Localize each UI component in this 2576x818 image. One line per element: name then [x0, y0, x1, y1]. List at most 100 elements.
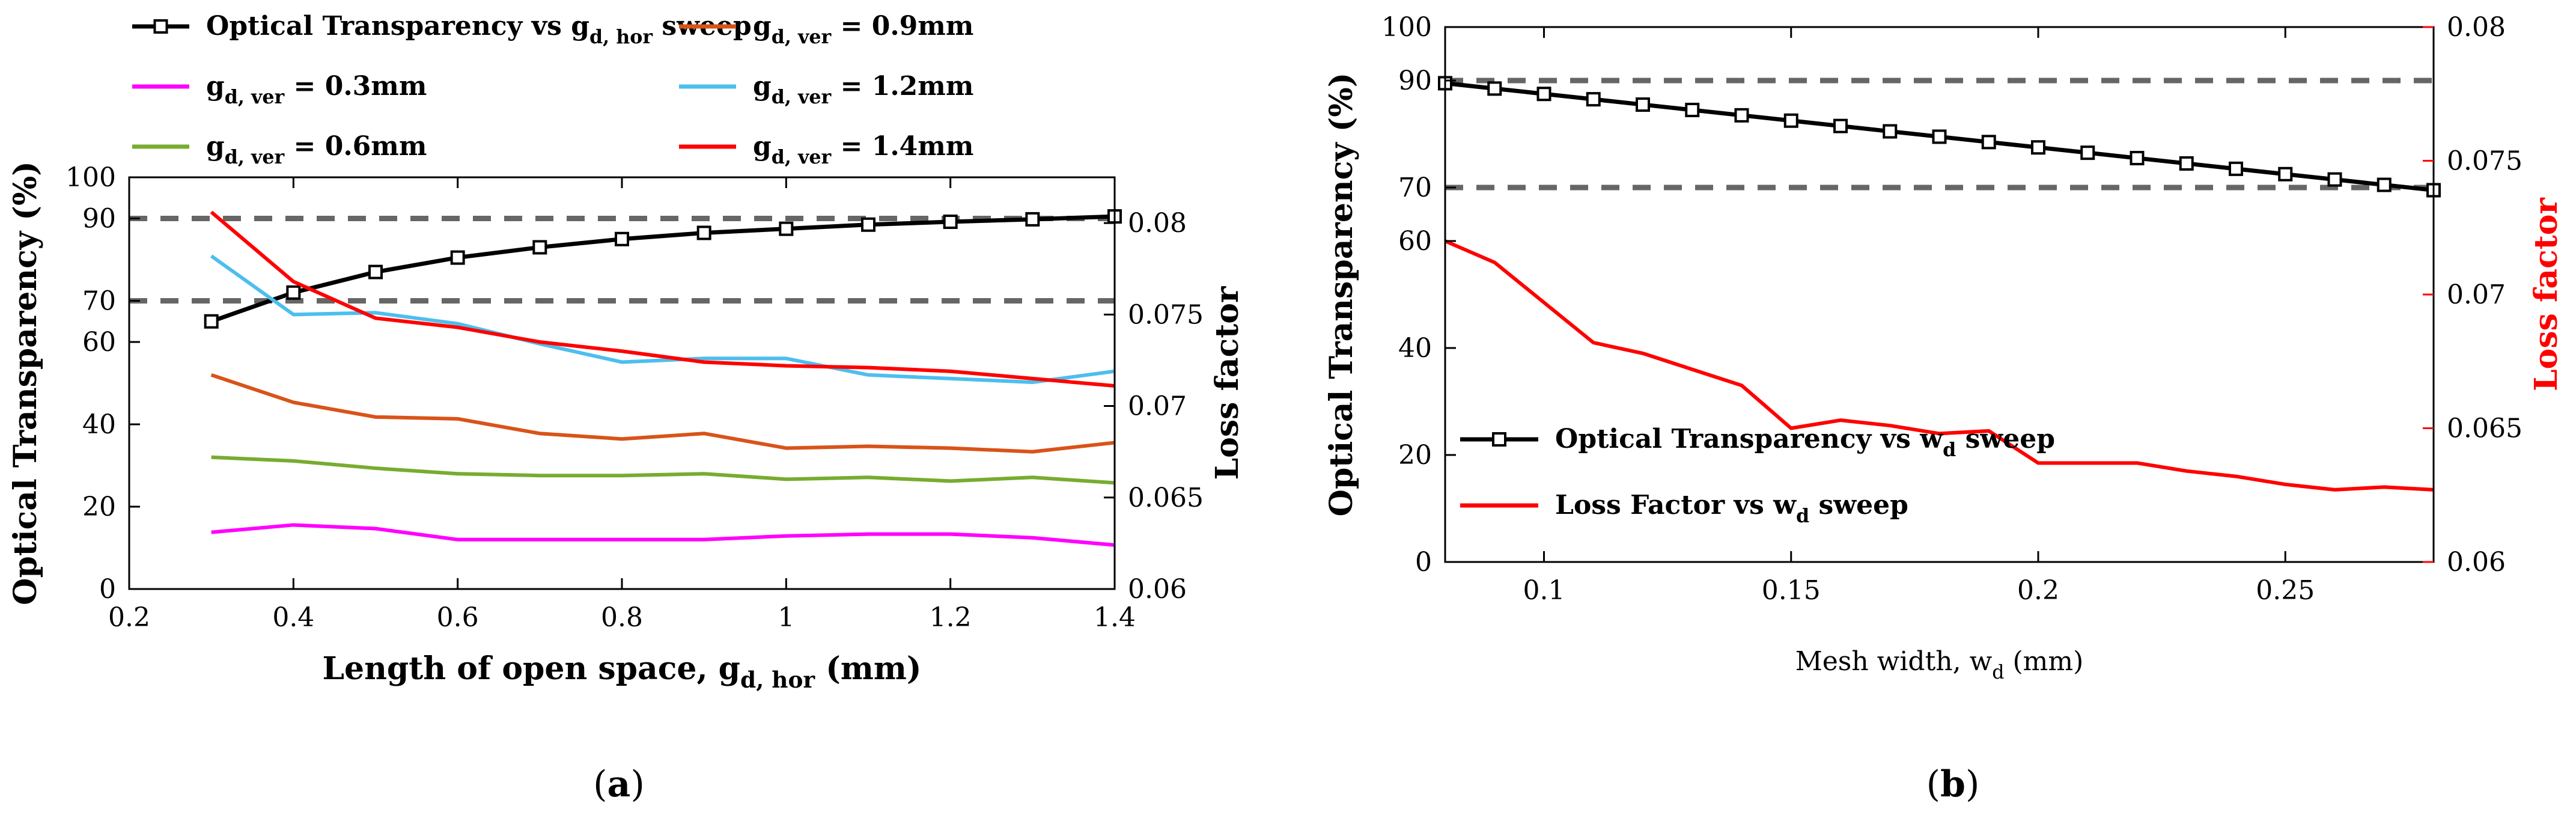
x-axis-label-main: Mesh width, w [1795, 646, 1993, 677]
panel-label: (b) [1926, 763, 1980, 805]
y-right-tick-label: 0.06 [1128, 574, 1187, 605]
series-3-group [210, 254, 1115, 384]
x-tick-label: 0.2 [108, 602, 150, 633]
y-left-tick-label: 40 [1398, 333, 1432, 364]
legend-label-subscript: d, hor [589, 26, 653, 48]
y-left-tick-label: 100 [65, 162, 116, 193]
y-right-tick-label: 0.06 [2447, 547, 2506, 578]
series-0-point [1685, 102, 1700, 117]
x-axis-label: Mesh width, wd (mm) [1795, 646, 2084, 683]
legend-label-main: Optical Transparency vs w [1555, 424, 1943, 454]
legend-label-main: g [206, 131, 225, 162]
panel-label-letter: a [607, 763, 631, 805]
series-0-point [861, 217, 875, 232]
legend-label-main: g [753, 11, 772, 41]
legend-label-suffix: = 0.3mm [284, 71, 427, 102]
panel-label-open: ( [1926, 763, 1940, 805]
series-2-line [211, 523, 1115, 547]
legend-entry-1: gd, ver = 0.9mm [679, 11, 973, 48]
x-tick-label: 0.2 [2017, 575, 2059, 606]
series-0-point [1833, 118, 1848, 133]
legend-entry-0: Optical Transparency vs gd, hor sweep [132, 11, 752, 48]
y-right-tick-label: 0.07 [2447, 279, 2506, 310]
series-1-group [1445, 239, 2434, 492]
panel-label-open: ( [593, 763, 607, 805]
legend-label: gd, ver = 0.9mm [753, 11, 973, 48]
series-0-point [1536, 87, 1551, 102]
series-0-point [532, 240, 547, 255]
y-left-tick-label: 20 [82, 492, 116, 522]
series-0-point [1981, 135, 1996, 150]
series-0-point [1734, 108, 1749, 123]
x-tick-label: 1.2 [930, 602, 972, 633]
legend-label: Optical Transparency vs wd sweep [1555, 424, 2055, 461]
series-0-point [1883, 124, 1898, 139]
legend-entry-2: gd, ver = 0.3mm [132, 71, 427, 108]
legend-entry-4: gd, ver = 0.6mm [132, 131, 427, 168]
y-axis-left-label: Optical Transparency (%) [7, 161, 44, 605]
series-1-line [1445, 239, 2434, 492]
x-tick-label: 0.4 [272, 602, 314, 633]
y-axis-right-label: Loss factor [1209, 286, 1246, 480]
series-0-point [696, 225, 711, 240]
series-1-line [210, 373, 1115, 454]
legend-label-main: g [206, 71, 225, 102]
series-4-line [211, 455, 1115, 485]
legend-label: gd, ver = 0.3mm [206, 71, 427, 108]
series-0-point [1586, 92, 1601, 107]
x-axis-label-main: Length of open space, g [322, 650, 740, 687]
legend-label-suffix: = 1.2mm [831, 71, 973, 102]
y-right-tick-label: 0.065 [1128, 483, 1204, 513]
x-axis-label-suffix: (mm) [815, 650, 921, 687]
series-0-point [1932, 129, 1947, 144]
x-tick-label: 0.8 [601, 602, 643, 633]
series-0-point [2327, 172, 2342, 187]
legend-label-suffix: sweep [1956, 424, 2055, 454]
series-0-point [615, 231, 629, 246]
plot-frame [1444, 26, 2435, 563]
legend-label: Optical Transparency vs gd, hor sweep [206, 11, 752, 48]
series-0-point [779, 221, 794, 236]
y-right-tick-label: 0.075 [2447, 146, 2523, 177]
panel-a-chart: 0.2 0.4 0.6 0.8 1 1.2 1.4 0 20 40 60 70 90 100 0.06 0.0… [7, 11, 1246, 805]
y-left-tick-label: 90 [1398, 66, 1432, 96]
legend-label-subscript: d, ver [225, 86, 285, 108]
y-left-tick-label: 40 [82, 409, 116, 440]
x-axis-label: Length of open space, gd, hor (mm) [322, 650, 921, 693]
y-left-tick-label: 70 [1398, 172, 1432, 203]
legend-label-suffix: = 1.4mm [831, 131, 973, 162]
legend-label: gd, ver = 0.6mm [206, 131, 427, 168]
legend-label-subscript: d, ver [225, 146, 285, 168]
series-0-line [210, 214, 1115, 324]
panel-b-chart: 0.1 0.15 0.2 0.25 0 20 40 60 70 90 100 0.06 0.065 0.0… [1323, 12, 2565, 805]
legend-label-subscript: d, ver [772, 86, 832, 108]
legend-entry-3: gd, ver = 1.2mm [679, 71, 973, 108]
series-3-line [210, 254, 1115, 384]
series-0-point [943, 214, 958, 229]
legend-label: Loss Factor vs wd sweep [1555, 490, 1908, 527]
series-0-group [210, 214, 1115, 324]
y-axis-left-label: Optical Transparency (%) [1323, 73, 1360, 517]
legend-label-main: Optical Transparency vs g [206, 11, 589, 41]
series-5-line [210, 210, 1115, 388]
series-0-point [1783, 113, 1798, 128]
x-tick-label: 0.6 [437, 602, 479, 633]
legend-label-subscript: d [1943, 439, 1956, 461]
legend-label-suffix: = 0.6mm [284, 131, 427, 162]
series-0-point [2179, 156, 2194, 171]
series-0-point [2229, 161, 2243, 176]
series-0-point [450, 250, 465, 265]
y-left-tick-label: 60 [82, 327, 116, 358]
series-5-group [210, 210, 1115, 388]
panel-label-letter: b [1940, 763, 1965, 805]
legend-label-subscript: d, ver [772, 26, 832, 48]
y-right-tick-label: 0.07 [1128, 391, 1187, 422]
legend-entry-1: Loss Factor vs wd sweep [1460, 490, 1908, 527]
series-4-group [211, 455, 1115, 485]
x-axis-label-subscript: d [1992, 662, 2004, 683]
legend-swatch-marker [1492, 432, 1506, 447]
series-0-point [2278, 166, 2293, 182]
y-right-tick-label: 0.08 [1128, 208, 1187, 239]
series-0-point [368, 264, 383, 279]
